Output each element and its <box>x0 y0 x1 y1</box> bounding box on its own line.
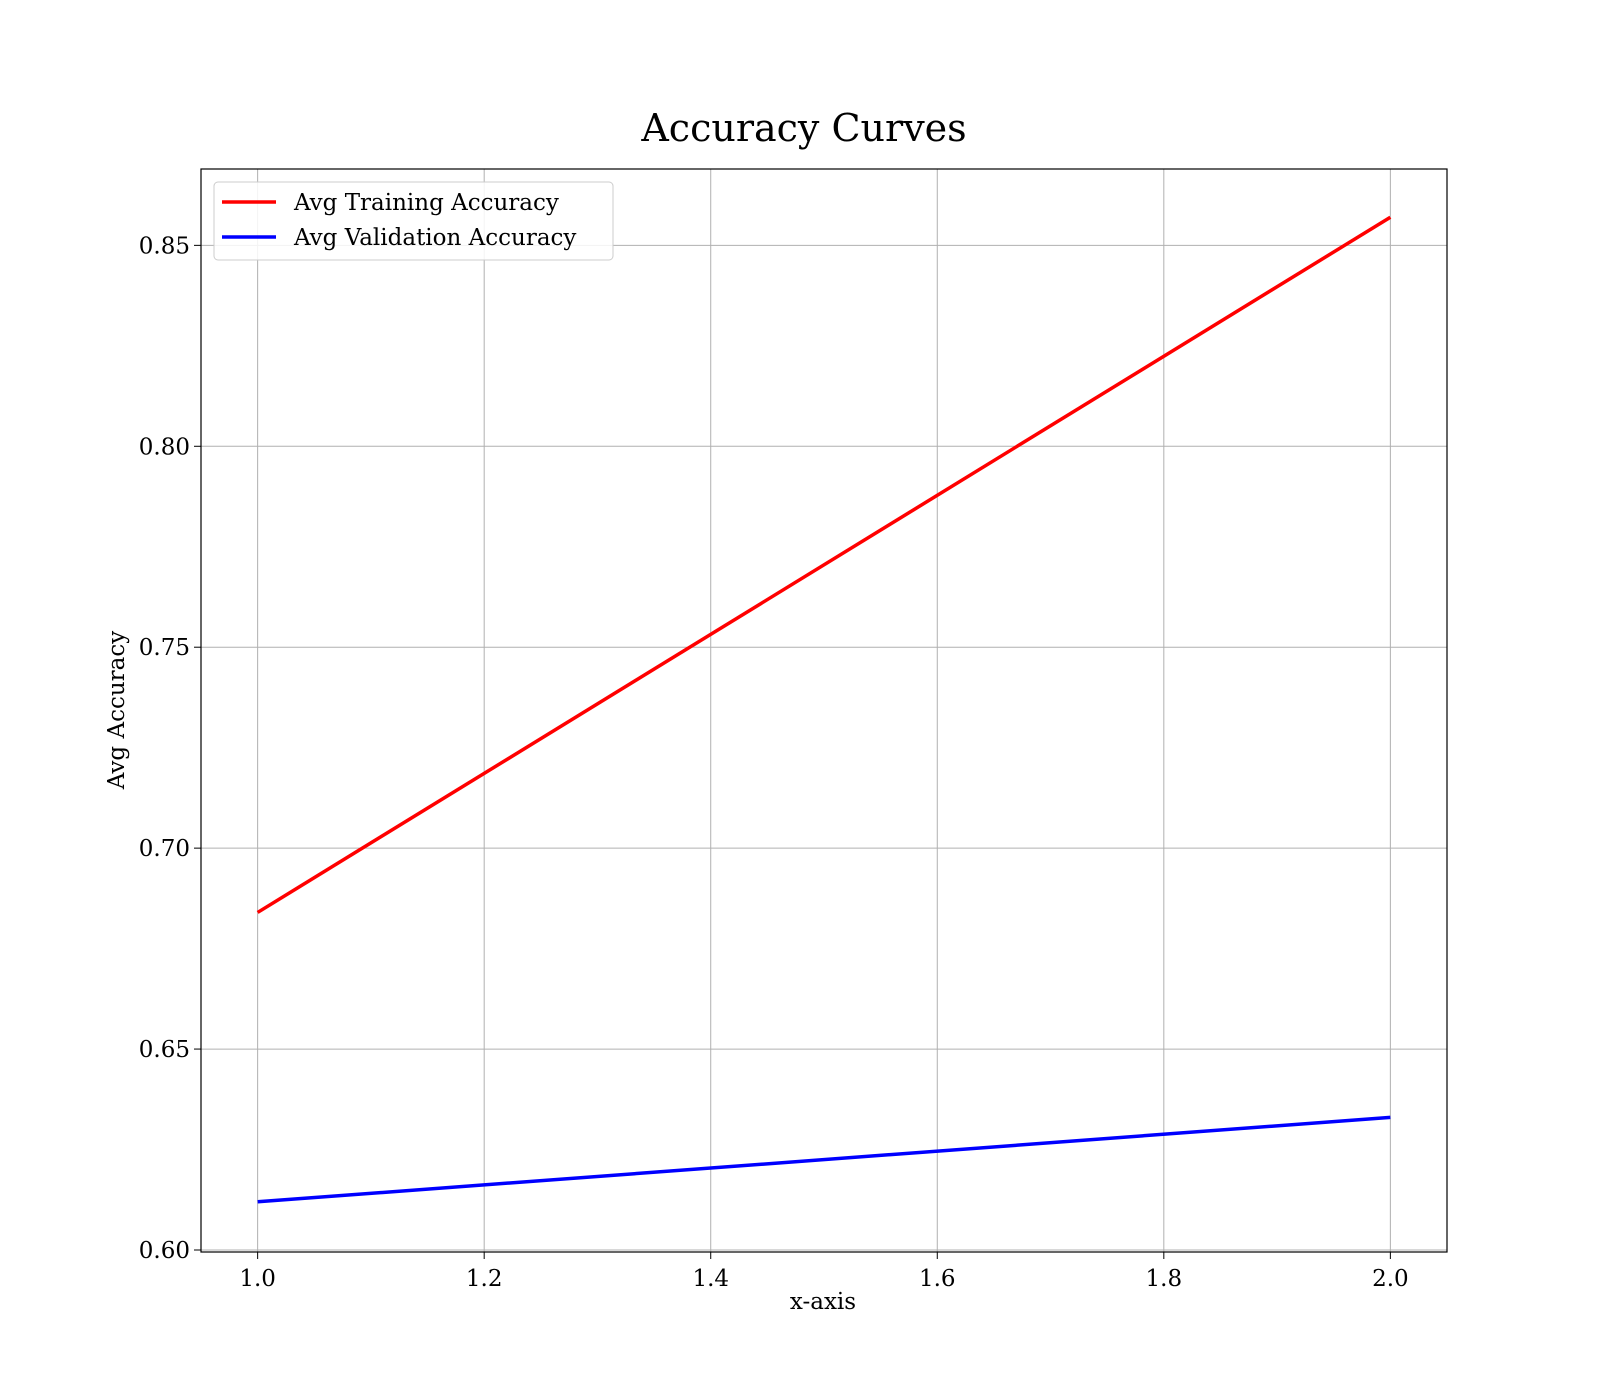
x-tick-label: 1.0 <box>239 1266 276 1292</box>
y-tick-label: 0.85 <box>139 233 190 259</box>
y-tick-label: 0.70 <box>139 836 190 862</box>
legend: Avg Training Accuracy Avg Validation Accu… <box>213 181 614 261</box>
series-line-avg-validation-accuracy <box>257 1115 1391 1204</box>
x-tick-label: 1.2 <box>466 1266 503 1292</box>
series-layer <box>256 215 1392 1204</box>
chart-title: Accuracy Curves <box>640 106 966 150</box>
y-axis-label: Avg Accuracy <box>104 631 130 790</box>
x-tick-label: 1.4 <box>692 1266 729 1292</box>
x-tick-label: 1.6 <box>919 1266 956 1292</box>
y-tick-label: 0.75 <box>139 635 190 661</box>
y-tick-label: 0.65 <box>139 1037 190 1063</box>
plot-frame <box>200 168 1448 1253</box>
grid <box>201 169 1447 1252</box>
x-tick-label: 2.0 <box>1372 1266 1409 1292</box>
legend-label-avg-validation-accuracy: Avg Validation Accuracy <box>293 225 576 251</box>
y-tick-label: 0.80 <box>139 434 190 460</box>
x-axis-label: x-axis <box>790 1289 856 1315</box>
y-tick-label: 0.60 <box>139 1238 190 1264</box>
legend-label-avg-training-accuracy: Avg Training Accuracy <box>293 190 559 216</box>
series-line-avg-training-accuracy <box>256 215 1392 914</box>
x-tick-label: 1.8 <box>1146 1266 1183 1292</box>
y-axis-ticks: 0.60 0.65 0.70 0.75 0.80 0.85 <box>139 233 201 1264</box>
legend-box <box>213 181 614 261</box>
x-axis-ticks: 1.0 1.2 1.4 1.6 1.8 2.0 <box>239 1252 1409 1292</box>
